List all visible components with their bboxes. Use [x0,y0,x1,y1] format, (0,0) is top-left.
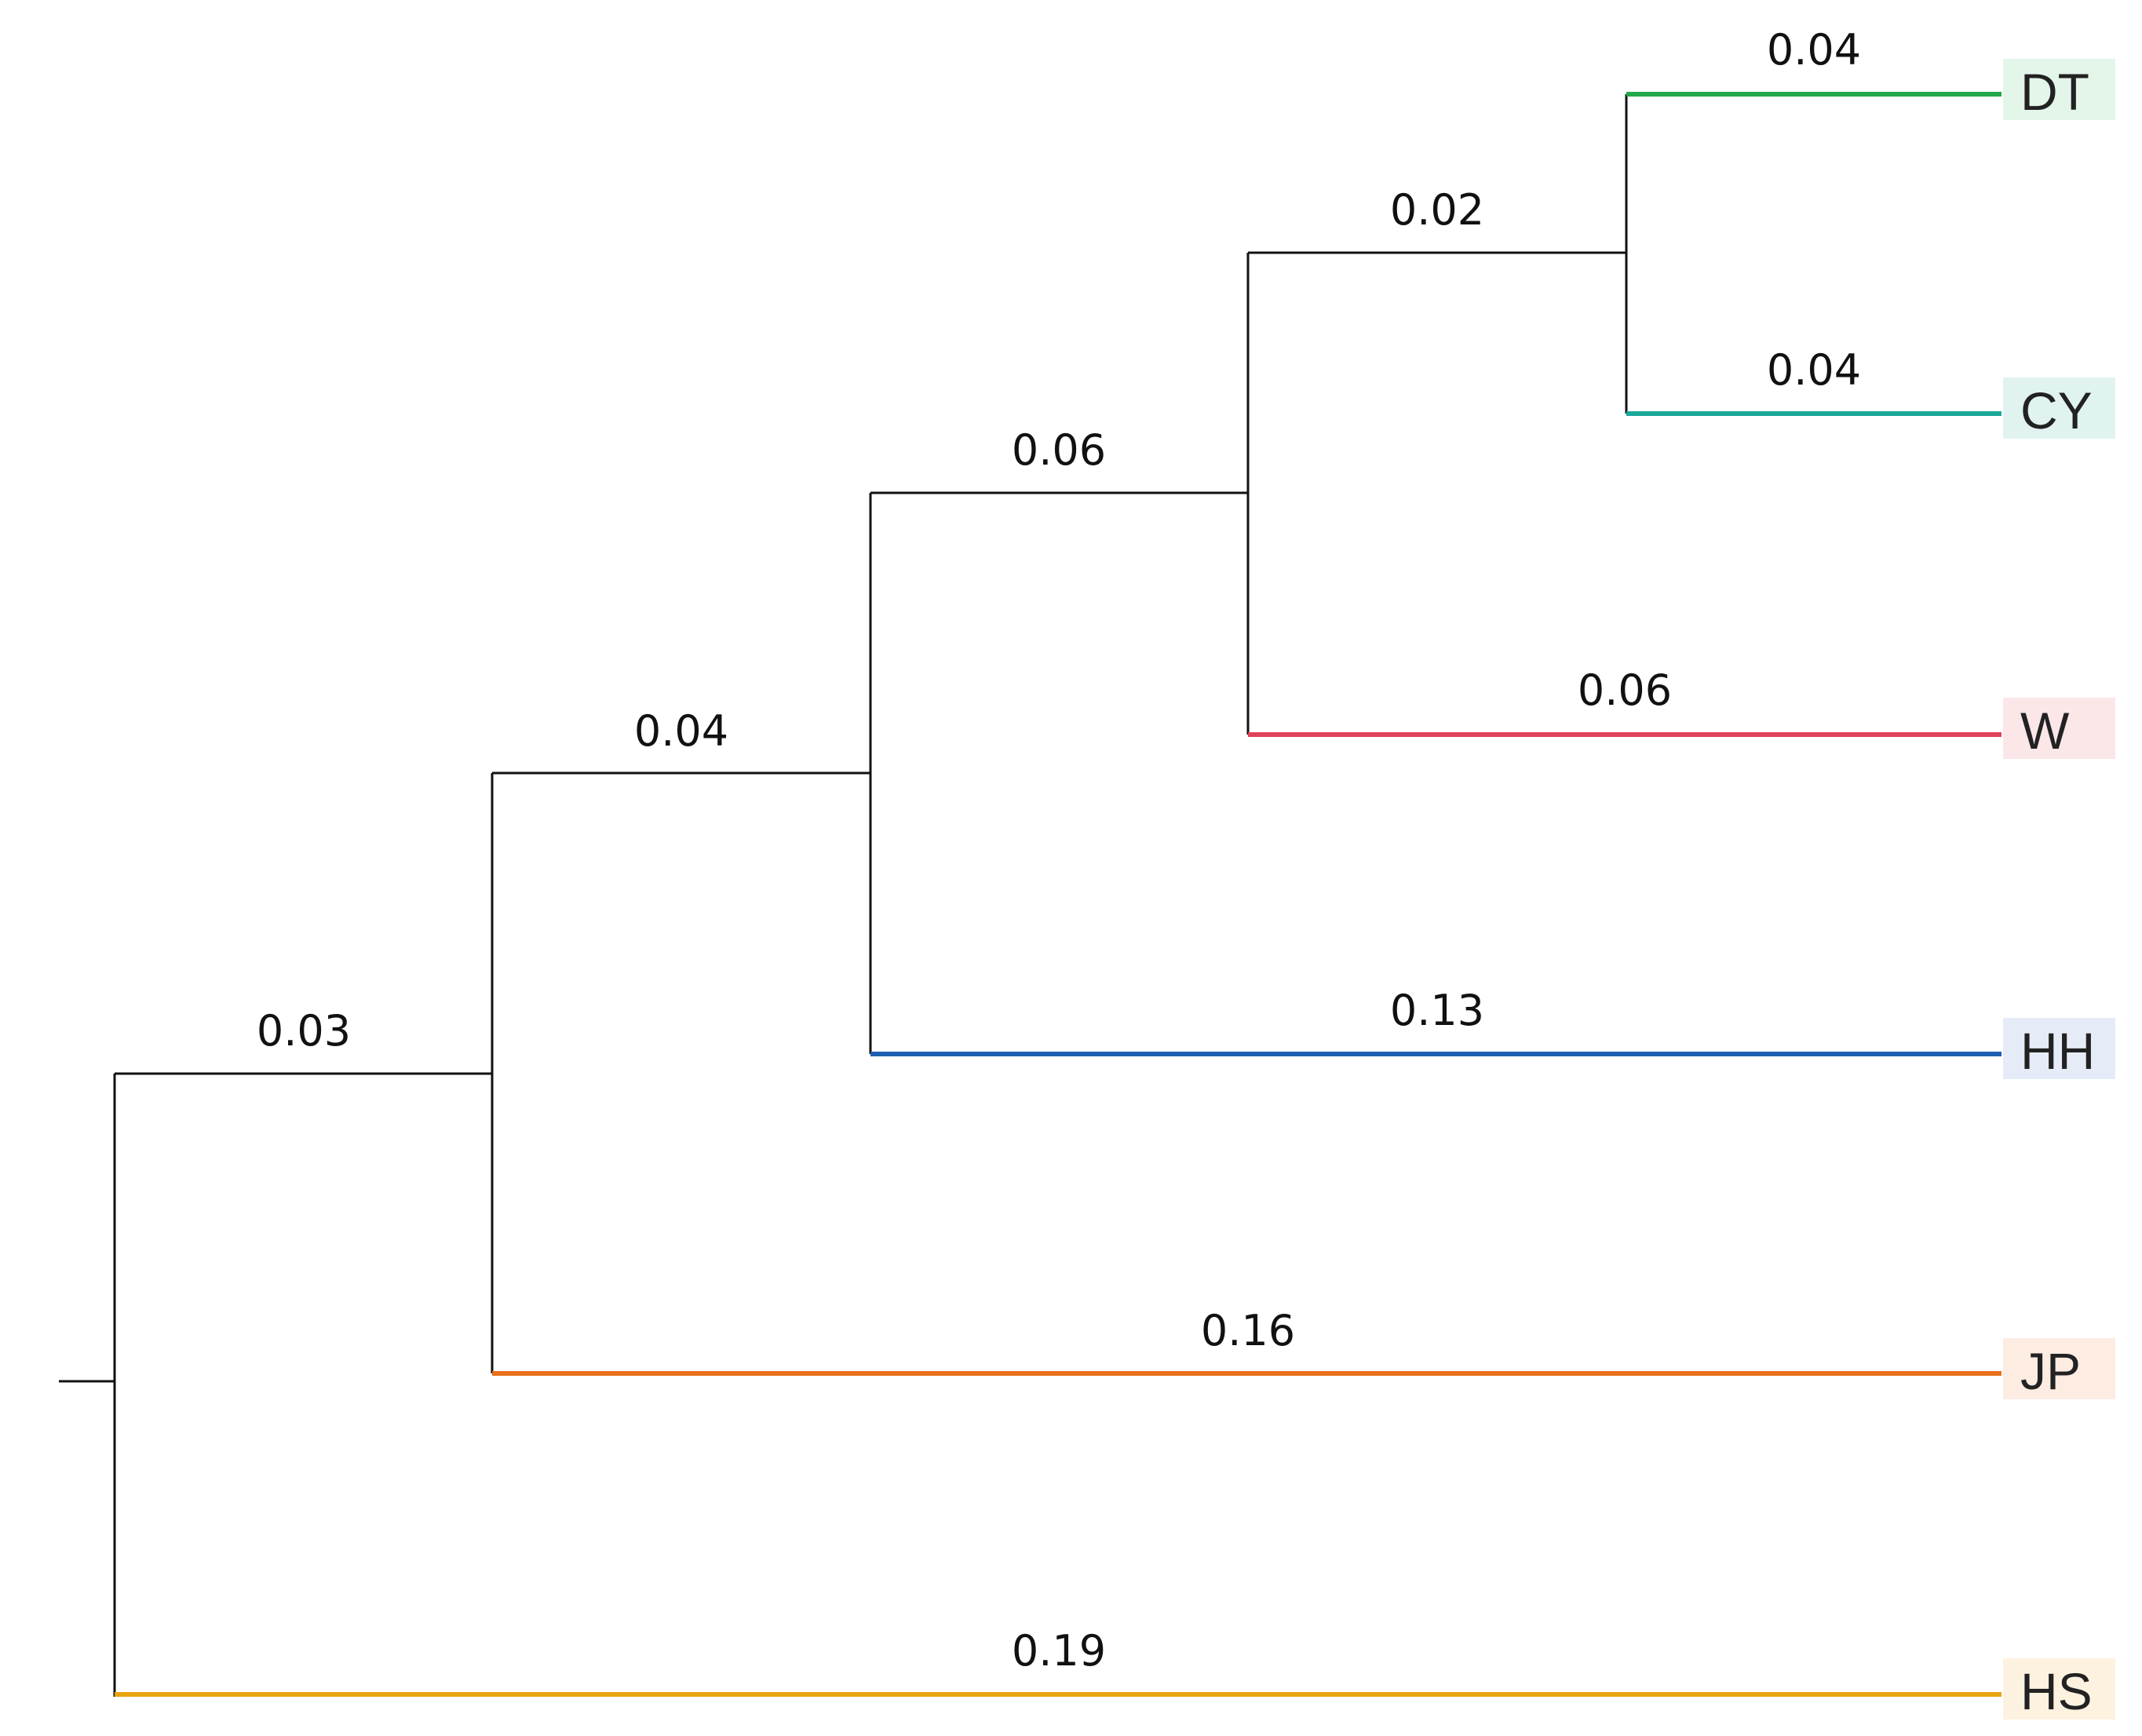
length-label-HS: 0.19 [1012,1626,1106,1676]
leaf-label-W: W [2020,702,2070,760]
leaf-label-JP: JP [2020,1342,2081,1400]
leaf-DT: DT [2003,59,2115,121]
leaf-W: W [2003,698,2115,760]
length-label-JP: 0.16 [1201,1306,1295,1355]
leaf-label-HH: HH [2020,1022,2095,1080]
length-label-W: 0.06 [1578,666,1672,715]
leaf-label-HS: HS [2020,1662,2093,1720]
leaf-JP: JP [2003,1338,2115,1400]
length-label-n_hh: 0.04 [634,706,728,756]
branch-length-labels: 0.04 0.04 0.02 0.06 0.06 0.04 0.13 0.03 … [257,25,1861,1676]
length-label-n_jp: 0.03 [257,1006,351,1056]
leaf-labels: DT CY W HH JP HS [2003,59,2115,1720]
leaf-HH: HH [2003,1018,2115,1080]
leaf-bg-W [2003,698,2115,759]
leaf-bg-JP [2003,1338,2115,1399]
length-label-DT: 0.04 [1767,25,1861,75]
leaf-bg-HS [2003,1658,2115,1720]
tree-edges [59,92,2002,1697]
leaf-HS: HS [2003,1658,2115,1720]
length-label-CY: 0.04 [1767,345,1861,395]
length-label-HH: 0.13 [1390,986,1484,1035]
length-label-n_w: 0.06 [1012,425,1106,475]
length-label-n_dtcy: 0.02 [1390,185,1484,235]
leaf-bg-HH [2003,1018,2115,1079]
leaf-bg-DT [2003,59,2115,120]
leaf-label-DT: DT [2020,63,2089,121]
leaf-label-CY: CY [2020,381,2093,439]
leaf-bg-CY [2003,377,2115,439]
leaf-CY: CY [2003,377,2115,439]
